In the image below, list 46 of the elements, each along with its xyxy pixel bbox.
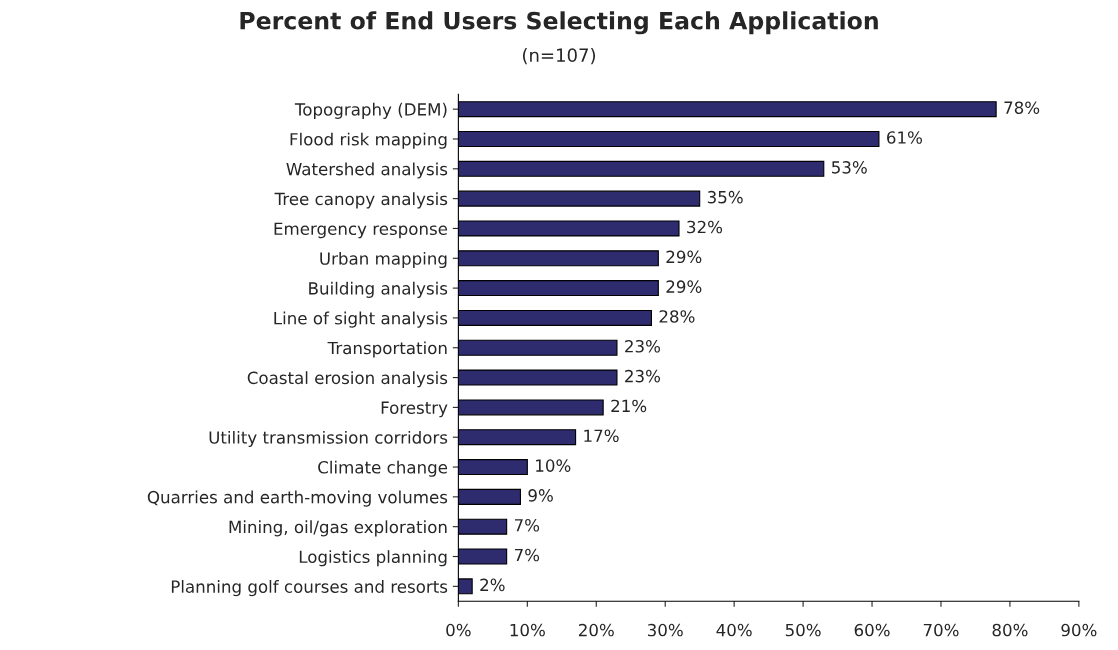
data-label: 7%: [514, 548, 540, 562]
data-label: 53%: [832, 161, 867, 174]
x-tick-label: 20%: [578, 623, 614, 637]
x-tick-label: 90%: [1061, 623, 1097, 637]
y-tick-label: Building analysis: [309, 281, 448, 298]
x-tick-label: 10%: [510, 623, 545, 637]
data-label: 78%: [1004, 101, 1040, 114]
y-tick-label: Utility transmission corridors: [209, 430, 448, 448]
x-tick-label: 80%: [992, 623, 1028, 637]
x-tick-label: 50%: [785, 623, 821, 637]
x-tick-label: 70%: [923, 623, 959, 637]
data-label: 7%: [514, 518, 540, 532]
y-tick-label: Coastal erosion analysis: [247, 371, 448, 388]
data-label: 2%: [480, 578, 505, 592]
data-label: 61%: [887, 131, 922, 144]
data-label: 32%: [687, 220, 723, 234]
x-tick-label: 40%: [716, 623, 752, 637]
chart-subtitle: (n=107): [522, 48, 596, 65]
data-label: 29%: [666, 250, 702, 264]
y-tick-label: Transportation: [327, 341, 447, 358]
x-tick-label: 60%: [854, 623, 890, 637]
data-label: 35%: [707, 190, 743, 204]
y-tick-label: Emergency response: [274, 222, 448, 239]
y-tick-label: Planning golf courses and resorts: [171, 580, 448, 597]
data-label: 29%: [666, 280, 702, 293]
data-label: 10%: [536, 459, 571, 472]
y-tick-label: Watershed analysis: [286, 162, 448, 179]
y-tick-label: Logistics planning: [299, 550, 447, 567]
y-tick-label: Forestry: [381, 401, 448, 418]
y-tick-label: Topography (DEM): [294, 102, 447, 119]
data-label: 21%: [611, 399, 647, 413]
y-tick-label: Mining, oil/gas exploration: [229, 520, 447, 537]
data-label: 9%: [528, 489, 553, 502]
y-tick-label: Quarries and earth-moving volumes: [147, 490, 448, 507]
y-tick-label: Flood risk mapping: [290, 132, 447, 149]
x-tick-label: 30%: [647, 623, 683, 637]
data-label: 23%: [625, 339, 661, 353]
y-tick-label: Line of sight analysis: [274, 311, 448, 328]
y-tick-label: Climate change: [318, 460, 448, 477]
x-tick-label: 0%: [446, 623, 471, 637]
data-label: 17%: [584, 429, 619, 443]
data-label: 23%: [625, 369, 661, 383]
data-label: 28%: [659, 310, 695, 323]
chart-title: Percent of End Users Selecting Each Application: [240, 11, 878, 35]
y-tick-label: Urban mapping: [320, 251, 447, 269]
y-tick-label: Tree canopy analysis: [274, 192, 448, 209]
